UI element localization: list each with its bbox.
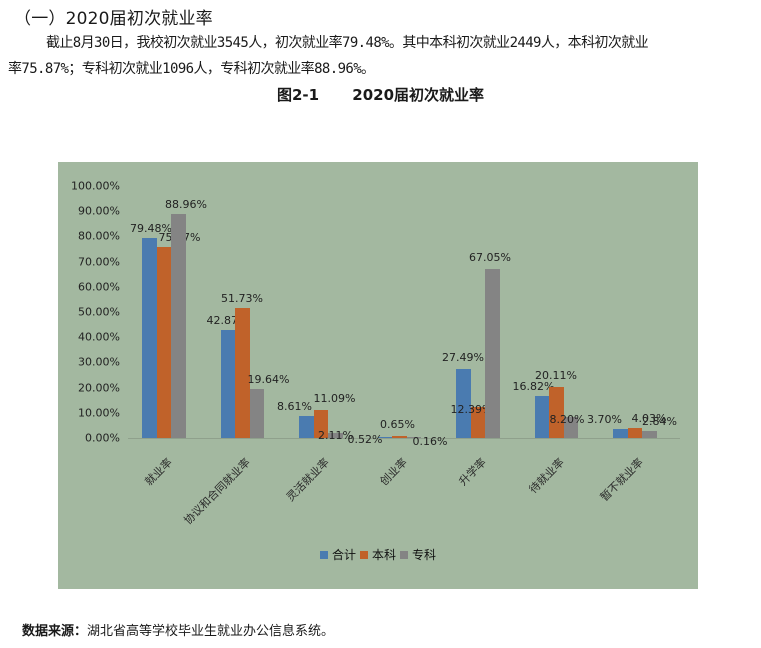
data-label: 16.82% xyxy=(512,379,555,393)
x-category-label: 协议和合同就业率 xyxy=(181,455,254,528)
legend-item: 本科 xyxy=(359,546,396,563)
data-label: 51.73% xyxy=(221,291,263,305)
bar-chart: 0.00% 10.00% 20.00% 30.00% 40.00% 50.00% 60.00… xyxy=(58,162,698,589)
data-label: 20.11% xyxy=(535,369,577,383)
data-label: 11.09% xyxy=(313,392,356,406)
bar-专科 xyxy=(328,432,343,438)
chart-legend: 合计 本科 专科 xyxy=(58,546,698,563)
data-source-note: 数据来源：湖北省高等学校毕业生就业办公信息系统。 xyxy=(22,620,334,639)
legend-swatch-icon xyxy=(400,550,408,559)
plot-area: 79.48%75.87%88.96%就业率42.87%51.73%19.64%协… xyxy=(128,162,680,589)
data-label: 8.20% xyxy=(549,413,585,427)
figure-title: 2020届初次就业率 xyxy=(352,86,485,104)
y-tick-label: 70.00% xyxy=(78,255,120,269)
y-tick-label: 30.00% xyxy=(78,355,120,369)
x-category-label: 升学率 xyxy=(456,455,489,489)
bar-本科 xyxy=(392,436,407,438)
data-source-text: 湖北省高等学校毕业生就业办公信息系统。 xyxy=(87,624,335,639)
data-label: 12.39% xyxy=(450,402,493,416)
legend-swatch-icon xyxy=(319,550,328,559)
y-tick-label: 20.00% xyxy=(78,381,120,395)
data-label: 2.84% xyxy=(642,414,677,428)
data-label: 67.05% xyxy=(469,251,511,265)
data-label: 0.65% xyxy=(380,418,415,432)
x-category-label: 就业率 xyxy=(142,455,175,489)
y-tick-label: 50.00% xyxy=(78,305,120,319)
data-label: 79.48% xyxy=(130,221,172,235)
bar-专科 xyxy=(406,437,421,438)
bar-专科 xyxy=(485,269,500,438)
bar-合计 xyxy=(534,395,549,438)
bar-合计 xyxy=(377,436,392,438)
data-label: 0.52% xyxy=(347,432,383,446)
bar-合计 xyxy=(456,368,471,438)
bar-专科 xyxy=(642,430,657,438)
section-heading: （一）2020届初次就业率 xyxy=(14,9,213,29)
bar-本科 xyxy=(156,246,171,438)
bar-合计 xyxy=(299,416,314,438)
y-tick-label: 10.00% xyxy=(78,406,120,420)
y-axis: 0.00% 10.00% 20.00% 30.00% 40.00% 50.00% 60.00… xyxy=(58,162,120,589)
data-label: 0.16% xyxy=(412,435,448,448)
legend-label: 合计 xyxy=(331,548,356,562)
bar-合计 xyxy=(613,428,628,438)
bar-本科 xyxy=(549,387,564,438)
y-tick-label: 80.00% xyxy=(78,229,120,243)
bar-本科 xyxy=(313,410,328,438)
x-category-label: 灵活就业率 xyxy=(283,455,332,504)
bar-专科 xyxy=(249,388,264,438)
x-category-label: 暂不就业率 xyxy=(597,455,646,504)
legend-item: 合计 xyxy=(319,546,356,563)
y-tick-label: 40.00% xyxy=(78,330,120,344)
bar-专科 xyxy=(563,417,578,438)
bar-专科 xyxy=(171,213,186,438)
figure-number: 图2-1 xyxy=(276,86,320,104)
data-source-label: 数据来源： xyxy=(22,624,88,639)
data-label: 8.61% xyxy=(277,400,312,414)
bar-合计 xyxy=(142,237,157,438)
bar-本科 xyxy=(235,307,250,438)
data-label: 19.64% xyxy=(247,372,290,386)
x-axis-baseline xyxy=(128,438,680,439)
figure-caption: 图2-1 2020届初次就业率 xyxy=(0,84,761,105)
bar-本科 xyxy=(470,406,485,438)
bar-合计 xyxy=(220,329,235,438)
bar-本科 xyxy=(627,427,642,438)
x-category-label: 创业率 xyxy=(377,455,411,489)
legend-label: 本科 xyxy=(371,548,396,562)
data-label: 4.03% xyxy=(631,411,667,425)
legend-item: 专科 xyxy=(400,546,436,563)
paragraph-line-2: 率75.87%；专科初次就业1096人，专科初次就业率88.96%。 xyxy=(8,61,375,77)
x-category-label: 待就业率 xyxy=(526,455,568,497)
data-label: 27.49% xyxy=(442,350,484,364)
y-tick-label: 60.00% xyxy=(78,280,120,294)
paragraph-line-1: 截止8月30日，我校初次就业3545人，初次就业率79.48%。其中本科初次就业… xyxy=(46,35,649,51)
data-label: 2.11% xyxy=(318,428,353,442)
y-tick-label: 90.00% xyxy=(78,204,120,218)
data-label: 3.70% xyxy=(587,412,622,426)
legend-label: 专科 xyxy=(412,548,437,562)
data-label: 88.96% xyxy=(165,197,207,211)
y-tick-label: 100.00% xyxy=(71,179,120,193)
legend-swatch-icon xyxy=(359,550,368,559)
y-tick-label: 0.00% xyxy=(85,431,120,445)
